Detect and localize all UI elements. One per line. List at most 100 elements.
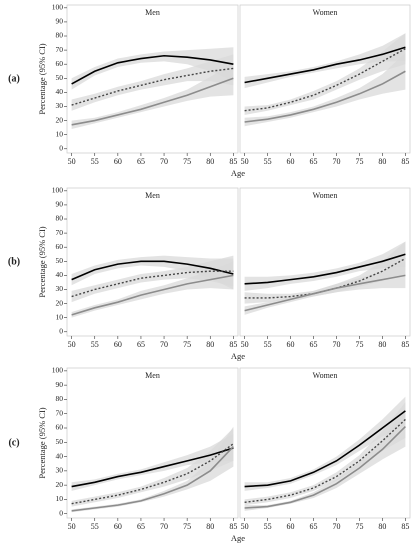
x-tick-label: 75 <box>355 157 363 166</box>
x-tick-label: 60 <box>287 340 295 349</box>
line <box>244 426 406 509</box>
line <box>71 274 234 316</box>
line <box>244 46 406 84</box>
y-tick-label: 50 <box>56 73 64 82</box>
y-tick-label: 40 <box>56 270 64 279</box>
ci-band <box>71 428 234 507</box>
ci-band <box>71 54 234 111</box>
panel-title: Men <box>145 191 160 200</box>
x-tick-label: 55 <box>91 157 99 166</box>
x-tick-label: 50 <box>68 522 76 531</box>
y-tick-label: 20 <box>56 480 64 489</box>
x-tick-label: 55 <box>91 340 99 349</box>
row-label: (a) <box>8 73 20 84</box>
x-tick-label: 65 <box>310 340 318 349</box>
y-tick-label: 40 <box>56 451 64 460</box>
x-tick-label: 50 <box>241 522 249 531</box>
y-tick-label: 90 <box>56 380 64 389</box>
panel-title: Women <box>313 8 338 17</box>
y-tick-label: 20 <box>56 115 64 124</box>
x-tick-label: 60 <box>287 522 295 531</box>
y-tick-label: 70 <box>56 228 64 237</box>
y-axis-label: Percentage (95% CI) <box>37 407 47 478</box>
x-tick-label: 70 <box>160 157 168 166</box>
x-tick-label: 85 <box>229 340 237 349</box>
line <box>244 70 406 123</box>
x-tick-label: 80 <box>378 522 386 531</box>
line <box>71 54 234 85</box>
y-tick-label: 90 <box>56 17 64 26</box>
y-axis-label: Percentage (95% CI) <box>37 43 47 114</box>
x-tick-label: 65 <box>137 157 145 166</box>
y-tick-label: 10 <box>56 129 64 138</box>
y-tick-label: 70 <box>56 408 64 417</box>
x-tick-label: 60 <box>287 157 295 166</box>
line <box>71 77 234 126</box>
line <box>71 447 234 488</box>
row-label: (b) <box>8 256 20 267</box>
ci-band <box>244 52 406 127</box>
y-axis-label: Percentage (95% CI) <box>37 226 47 297</box>
line <box>244 418 406 503</box>
x-tick-label: 85 <box>401 157 409 166</box>
y-tick-label: 100 <box>52 3 64 12</box>
x-axis-label: Age <box>231 533 245 543</box>
line <box>71 446 234 512</box>
x-tick-label: 85 <box>401 340 409 349</box>
y-tick-label: 40 <box>56 87 64 96</box>
line <box>244 410 406 488</box>
x-tick-label: 60 <box>114 340 122 349</box>
x-tick-label: 50 <box>241 340 249 349</box>
panel-title: Men <box>145 371 160 380</box>
y-tick-label: 30 <box>56 101 64 110</box>
y-tick-label: 90 <box>56 200 64 209</box>
line <box>244 253 406 285</box>
x-tick-label: 85 <box>401 522 409 531</box>
x-tick-label: 75 <box>183 522 191 531</box>
line <box>71 270 234 298</box>
ci-band <box>71 433 234 491</box>
x-tick-label: 75 <box>355 522 363 531</box>
x-tick-label: 65 <box>310 522 318 531</box>
panel-title: Women <box>313 371 338 380</box>
x-tick-label: 60 <box>114 157 122 166</box>
row-label: (c) <box>8 437 19 448</box>
y-tick-label: 70 <box>56 45 64 54</box>
x-tick-label: 70 <box>160 522 168 531</box>
plot-frame <box>66 367 239 519</box>
x-tick-label: 70 <box>332 522 340 531</box>
y-tick-label: 100 <box>52 366 64 375</box>
line <box>71 260 234 281</box>
y-tick-label: 80 <box>56 394 64 403</box>
x-tick-label: 80 <box>206 522 214 531</box>
y-tick-label: 0 <box>59 508 63 517</box>
x-axis-label: Age <box>231 168 245 178</box>
x-tick-label: 80 <box>206 157 214 166</box>
y-tick-label: 80 <box>56 214 64 223</box>
y-tick-label: 30 <box>56 466 64 475</box>
x-tick-label: 85 <box>229 522 237 531</box>
y-tick-label: 20 <box>56 298 64 307</box>
x-tick-label: 80 <box>378 340 386 349</box>
line <box>244 274 406 312</box>
ci-band <box>71 255 234 303</box>
x-tick-label: 75 <box>183 157 191 166</box>
x-tick-label: 55 <box>264 522 272 531</box>
y-tick-label: 10 <box>56 312 64 321</box>
y-tick-label: 50 <box>56 256 64 265</box>
y-tick-label: 10 <box>56 494 64 503</box>
x-axis-label: Age <box>231 351 245 361</box>
x-tick-label: 70 <box>160 340 168 349</box>
x-tick-label: 55 <box>264 340 272 349</box>
y-tick-label: 100 <box>52 186 64 195</box>
x-tick-label: 80 <box>378 157 386 166</box>
x-tick-label: 50 <box>68 157 76 166</box>
y-tick-label: 30 <box>56 284 64 293</box>
ci-band <box>71 255 234 290</box>
x-tick-label: 70 <box>332 157 340 166</box>
x-tick-label: 50 <box>241 157 249 166</box>
x-tick-label: 75 <box>355 340 363 349</box>
y-tick-label: 50 <box>56 437 64 446</box>
line <box>71 443 234 505</box>
